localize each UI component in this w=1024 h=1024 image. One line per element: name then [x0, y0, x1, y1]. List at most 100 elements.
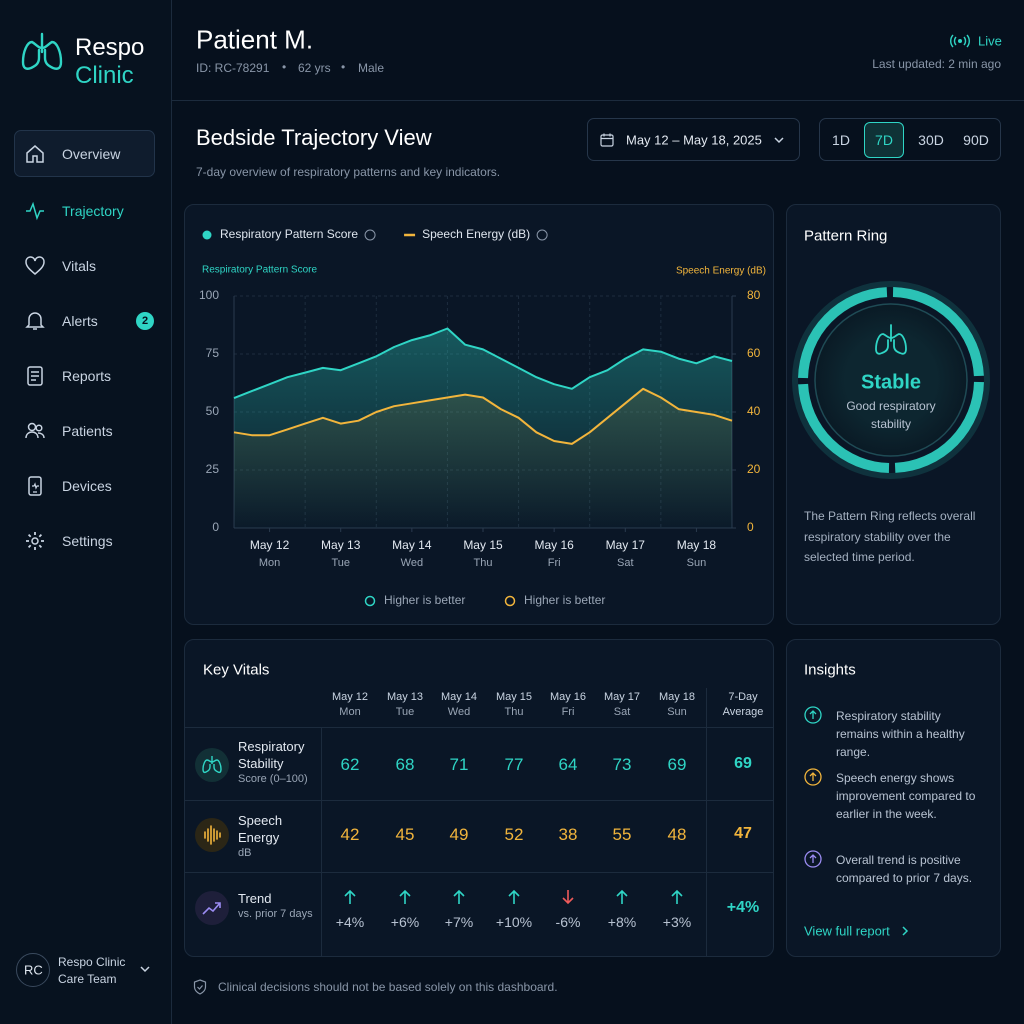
info-icon — [364, 229, 376, 241]
x-tick-label: May 15 — [463, 538, 503, 552]
y-tick-label: 100 — [199, 288, 219, 302]
x-tick-sublabel: Sat — [617, 557, 634, 569]
cell-value: 64 — [558, 755, 578, 774]
insight-text: Overall trend is positive compared to pr… — [836, 853, 973, 885]
nav-label[interactable]: Patients — [62, 423, 113, 439]
row-unit: vs. prior 7 days — [238, 908, 313, 920]
nav-icon — [28, 476, 42, 496]
ring — [792, 281, 990, 479]
y2-tick-label: 60 — [747, 346, 761, 360]
row-unit: dB — [238, 847, 252, 859]
x-tick-label: May 13 — [321, 538, 361, 552]
series-line — [233, 327, 733, 400]
x-tick-label: May 16 — [534, 538, 574, 552]
trend-arrow — [344, 889, 356, 904]
cell-value: +10% — [495, 914, 533, 930]
column-date: May 15 — [495, 691, 533, 703]
patient-name: Patient M. — [196, 24, 314, 55]
shield-icon — [193, 979, 207, 995]
cell-value: 52 — [504, 825, 524, 844]
nav-label[interactable]: Reports — [62, 368, 112, 384]
trend-arrow — [671, 889, 683, 904]
cell-value: +4% — [335, 914, 365, 930]
range-button[interactable]: 7D — [875, 132, 893, 148]
disclaimer: Clinical decisions should not be based s… — [218, 980, 558, 994]
x-tick-sublabel: Thu — [474, 557, 493, 569]
nav-icon — [25, 422, 45, 439]
table-divider — [185, 872, 773, 873]
range-group — [819, 118, 1001, 161]
nav-label[interactable]: Alerts — [62, 313, 98, 329]
range-selected[interactable] — [864, 122, 904, 158]
y-axis-title: Respiratory Pattern Score — [202, 265, 317, 276]
cell-value: 69 — [667, 755, 687, 774]
user-team: Care Team — [58, 972, 117, 986]
y2-tick-label: 0 — [747, 520, 754, 534]
calendar-icon — [600, 133, 614, 147]
trend-arrow — [508, 889, 520, 904]
row-icon — [195, 748, 229, 782]
x-tick-label: May 12 — [250, 538, 290, 552]
nav-label[interactable]: Devices — [62, 478, 112, 494]
nav-label[interactable]: Vitals — [62, 258, 96, 274]
column-day: Tue — [395, 706, 415, 718]
info-icon — [536, 229, 548, 241]
column-date: May 17 — [603, 691, 641, 703]
row-icon — [195, 818, 229, 852]
column-day: Sat — [613, 706, 631, 718]
column-day: Fri — [561, 706, 575, 718]
y-tick-label: 50 — [206, 404, 220, 418]
link-chevron — [902, 926, 909, 936]
nav-icon — [26, 532, 44, 550]
legend-marker — [202, 230, 212, 240]
table-divider — [706, 688, 707, 956]
patient-id: ID: RC-78291 — [196, 61, 270, 75]
x-tick-sublabel: Wed — [401, 557, 423, 569]
insight-icon — [804, 706, 822, 724]
insight-text: Respiratory stability remains within a h… — [836, 709, 965, 759]
separator: • — [341, 60, 346, 74]
cell-value: 42 — [340, 825, 360, 844]
column-day: Wed — [447, 706, 471, 718]
ring-status: Stable — [860, 371, 922, 394]
row-icon — [195, 891, 229, 925]
nav-label[interactable]: Trajectory — [62, 203, 124, 219]
table-divider — [185, 727, 773, 728]
y-tick-label: 75 — [206, 346, 220, 360]
cell-value: +7% — [444, 914, 474, 930]
annotation-marker — [364, 595, 376, 607]
range-button[interactable]: 1D — [832, 132, 850, 148]
date-picker[interactable] — [587, 118, 800, 161]
nav-label[interactable]: Overview — [62, 146, 121, 162]
y2-tick-label: 40 — [747, 404, 761, 418]
nav-icon — [27, 366, 43, 386]
column-date: May 12 — [331, 691, 369, 703]
insight-text: Speech energy shows improvement compared… — [836, 771, 976, 821]
cell-value: +8% — [607, 914, 637, 930]
nav-highlight[interactable] — [14, 130, 155, 177]
y-tick-label: 0 — [212, 520, 219, 534]
column-day: Mon — [339, 706, 361, 718]
separator: • — [282, 60, 287, 74]
y2-tick-label: 80 — [747, 288, 761, 302]
y2-tick-label: 20 — [747, 462, 761, 476]
range-button[interactable]: 30D — [918, 132, 944, 148]
user-avatar[interactable] — [16, 953, 50, 987]
report-link[interactable]: View full report — [804, 923, 890, 939]
x-tick-sublabel: Sun — [687, 557, 707, 569]
nav-icon — [25, 312, 45, 330]
card-title: Key Vitals — [203, 661, 270, 679]
cell-value: -6% — [555, 914, 581, 930]
insight-icon — [804, 850, 822, 868]
header-divider — [172, 100, 1024, 101]
row-name: Speech Energy — [238, 813, 283, 845]
x-tick-label: May 18 — [677, 538, 717, 552]
x-tick-sublabel: Tue — [331, 557, 350, 569]
range-button[interactable]: 90D — [963, 132, 989, 148]
live-icon — [950, 34, 970, 48]
chevron[interactable] — [139, 965, 151, 975]
cell-value: 55 — [612, 825, 632, 844]
nav-label[interactable]: Settings — [62, 533, 113, 549]
trend-arrow — [399, 889, 411, 904]
nav-icon — [25, 256, 45, 275]
